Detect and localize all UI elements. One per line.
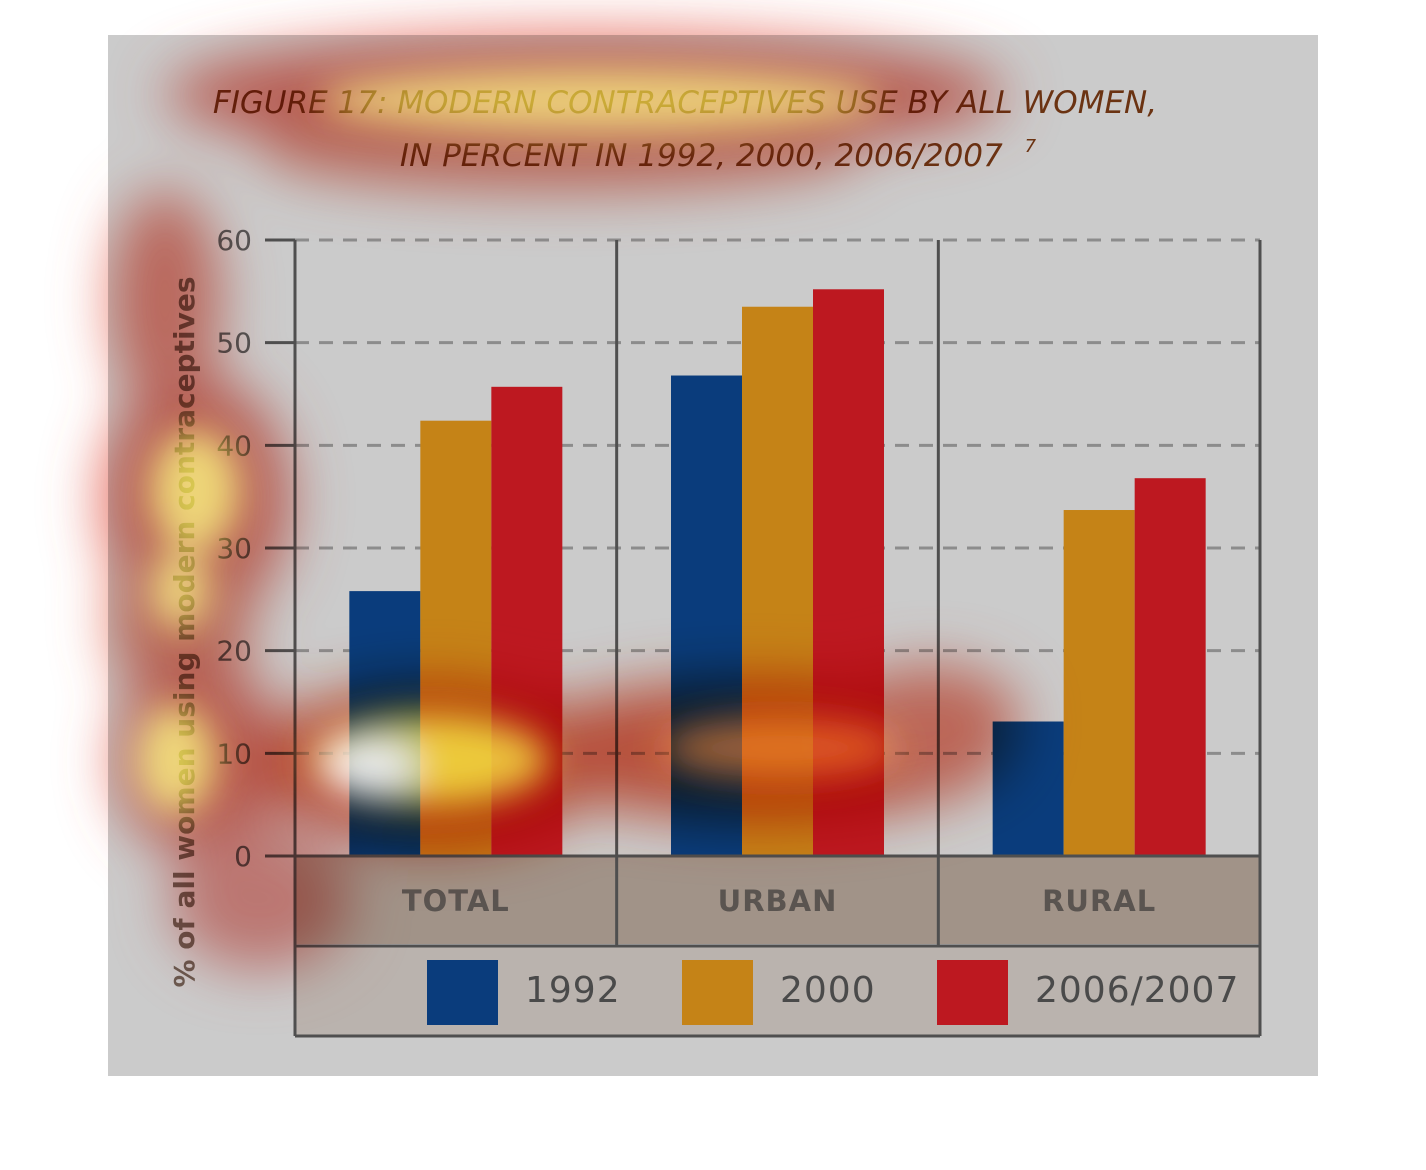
- bar-rural-1: [1063, 510, 1135, 856]
- category-label-rural: RURAL: [1042, 884, 1156, 918]
- y-tick-label: 60: [216, 224, 252, 257]
- y-tick-label: 50: [216, 327, 252, 360]
- legend-swatch-1: [682, 960, 753, 1025]
- attention-heatmap-hotspots: [135, 68, 900, 815]
- legend: 1992 2000 2006/2007: [427, 960, 1239, 1025]
- legend-label-1: 2000: [780, 970, 876, 1011]
- legend-swatch-0: [427, 960, 498, 1025]
- category-labels: TOTAL URBAN RURAL: [402, 884, 1156, 918]
- chart-title-footnote: 7: [1025, 136, 1037, 157]
- category-band: [295, 856, 1260, 944]
- category-label-total: TOTAL: [402, 884, 510, 918]
- legend-swatch-2: [937, 960, 1008, 1025]
- legend-label-2: 2006/2007: [1035, 970, 1239, 1011]
- plot-frame: [265, 240, 1262, 1038]
- category-label-urban: URBAN: [718, 884, 838, 918]
- bar-rural-2: [1134, 478, 1206, 856]
- legend-label-0: 1992: [525, 970, 621, 1011]
